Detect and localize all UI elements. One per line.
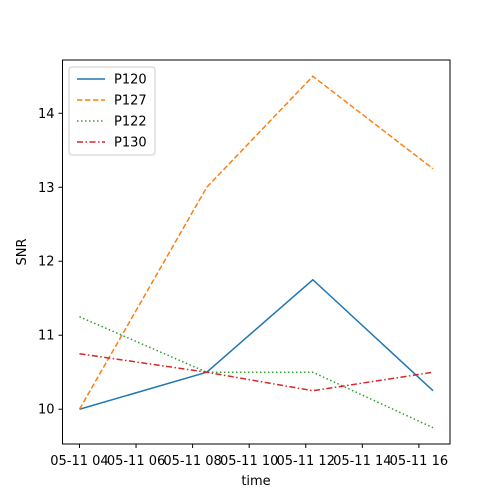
legend-label-p130: P130 xyxy=(114,136,147,151)
series-line-p130 xyxy=(79,352,434,392)
x-tick-label: 05-11 10 xyxy=(220,454,278,469)
y-tick-label: 13 xyxy=(38,181,55,196)
y-tick-label: 12 xyxy=(38,255,55,270)
series-line-p120 xyxy=(79,278,434,410)
series-line-p127 xyxy=(78,75,434,410)
legend-label-p120: P120 xyxy=(114,73,147,88)
legend-box xyxy=(68,66,156,156)
y-axis: 10 11 12 13 14 xyxy=(38,107,63,418)
x-tick-label: 05-11 04 xyxy=(50,454,108,469)
y-tick-label: 14 xyxy=(38,107,55,122)
plot-area xyxy=(78,75,434,429)
y-axis-label: SNR xyxy=(15,238,30,265)
x-tick-label: 05-11 06 xyxy=(107,454,165,469)
x-tick-label: 05-11 14 xyxy=(333,454,391,469)
legend-label-p127: P127 xyxy=(114,94,147,109)
y-tick-label: 10 xyxy=(38,403,55,418)
axes-frame xyxy=(62,59,451,445)
series-line-p122 xyxy=(79,316,434,429)
x-tick-label: 05-11 08 xyxy=(163,454,221,469)
legend-label-p122: P122 xyxy=(114,115,147,130)
x-tick-label: 05-11 16 xyxy=(390,454,448,469)
y-tick-label: 11 xyxy=(38,329,55,344)
x-axis-label: time xyxy=(241,474,270,489)
legend: P120 P127 P122 P130 xyxy=(68,66,156,156)
x-tick-label: 05-11 12 xyxy=(277,454,335,469)
